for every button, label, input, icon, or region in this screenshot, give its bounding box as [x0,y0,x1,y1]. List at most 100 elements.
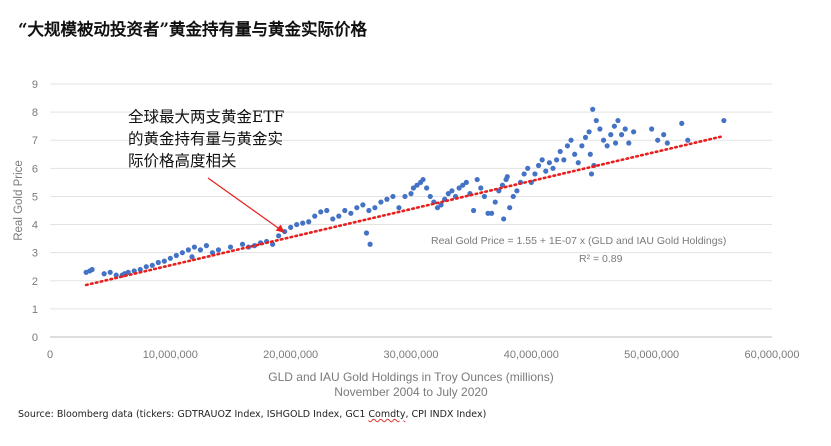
data-point [149,262,155,268]
data-point [626,140,632,146]
labels: 0 1 2 3 4 5 6 7 8 9 0 10,000,000 20,000,000 30,000,00… [13,79,800,399]
data-point [557,148,563,155]
data-point [478,185,484,191]
data-point [434,205,441,211]
data-point [532,171,538,177]
data-point [89,266,95,273]
x-axis-title: GLD and IAU Gold Holdings in Troy Ounces… [268,370,553,384]
y-tick-label: 1 [32,304,38,316]
data-point [360,202,366,208]
data-point [101,271,107,277]
data-point [504,174,510,180]
data-point [366,207,372,214]
data-point [161,258,167,264]
data-point [113,272,119,278]
x-axis-subtitle: November 2004 to July 2020 [334,385,488,399]
data-point [107,269,113,275]
gridlines [50,83,772,338]
data-point [685,137,691,143]
data-point [604,143,610,149]
data-point [410,185,417,191]
x-tick-label: 20,000,000 [263,349,318,361]
data-point [438,202,444,208]
data-point [420,176,426,183]
data-point [721,117,727,124]
source-underlined: Comdty [368,409,406,420]
data-point [384,196,390,202]
data-point [550,165,556,171]
x-tick-label: 60,000,000 [744,349,799,361]
data-point [615,117,621,124]
annotation-line: 的黄金持有量与黄金实 [128,130,283,148]
y-tick-label: 3 [32,248,38,260]
data-point [276,233,282,239]
data-point [390,193,396,200]
data-point [348,210,354,216]
annotation-arrow [207,177,285,234]
data-point [539,157,545,163]
y-tick-label: 8 [32,107,38,119]
data-point [679,120,685,126]
data-point [597,126,603,132]
x-tick-label: 50,000,000 [624,349,679,361]
data-point [449,188,455,194]
data-point [587,151,593,157]
data-point [427,193,433,200]
data-point [535,162,542,169]
data-point [173,252,179,259]
data-point [197,247,204,253]
data-point [507,205,513,211]
data-point [588,171,595,177]
data-point [474,176,480,183]
data-point [501,216,507,222]
data-point [137,266,143,273]
data-point [227,244,234,250]
x-tick-label: 10,000,000 [143,349,198,361]
data-point [631,129,637,135]
y-tick-label: 9 [32,79,38,91]
data-point [572,151,578,157]
data-point [155,259,161,266]
data-point [342,207,348,214]
data-point [618,132,625,138]
data-point [525,165,531,171]
y-tick-label: 4 [32,220,38,232]
data-point [510,193,516,200]
data-point [600,137,607,143]
x-tick-label: 30,000,000 [383,349,438,361]
data-point [456,185,462,191]
annotation-arrowhead [275,224,285,233]
data-point [655,137,661,143]
y-tick-label: 7 [32,135,38,147]
data-point [586,129,592,135]
data-point [554,157,560,163]
data-point [664,140,670,146]
data-point [354,205,360,211]
data-point [367,241,373,247]
y-axis-title: Real Gold Price [13,160,25,241]
y-tick-label: 2 [32,276,38,288]
source-prefix: Source: Bloomberg data (tickers: GDTRAUO… [18,409,369,420]
data-point [408,191,414,197]
annotation-line: 际价格高度相关 [128,152,237,170]
data-point [167,255,173,261]
r-squared: R² = 0.89 [579,253,623,265]
trendline-group [84,134,726,287]
x-tick-label: 0 [47,349,53,361]
data-point [611,123,617,129]
data-point [590,106,596,112]
data-point [189,254,195,260]
data-point [593,117,599,124]
chart-title: “大规模被动投资者”黄金持有量与黄金实际价格 [18,20,367,39]
y-tick-label: 6 [32,163,38,175]
x-tick-label: 40,000,000 [504,349,559,361]
data-point [649,126,655,132]
data-point [582,134,589,141]
data-point [306,219,312,225]
data-point [318,209,324,215]
data-point [575,160,581,166]
data-point [402,193,408,200]
data-point [492,199,498,205]
data-point [561,157,567,163]
data-point [363,230,370,236]
